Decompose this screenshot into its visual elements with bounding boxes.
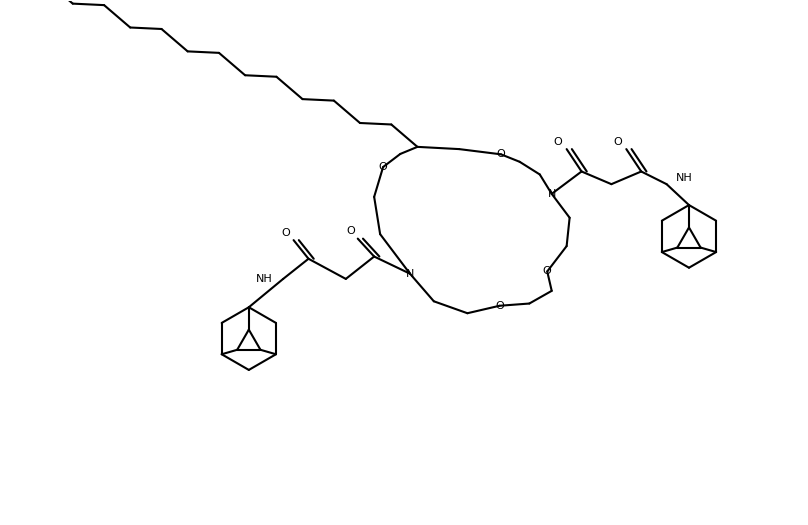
Text: O: O xyxy=(346,226,355,236)
Text: O: O xyxy=(282,228,291,238)
Text: O: O xyxy=(495,301,504,311)
Text: O: O xyxy=(613,136,621,146)
Text: NH: NH xyxy=(675,173,692,183)
Text: N: N xyxy=(406,269,415,279)
Text: O: O xyxy=(543,267,552,277)
Text: O: O xyxy=(553,136,562,146)
Text: NH: NH xyxy=(256,274,272,284)
Text: N: N xyxy=(548,189,556,199)
Text: O: O xyxy=(497,149,505,159)
Text: O: O xyxy=(379,162,388,172)
